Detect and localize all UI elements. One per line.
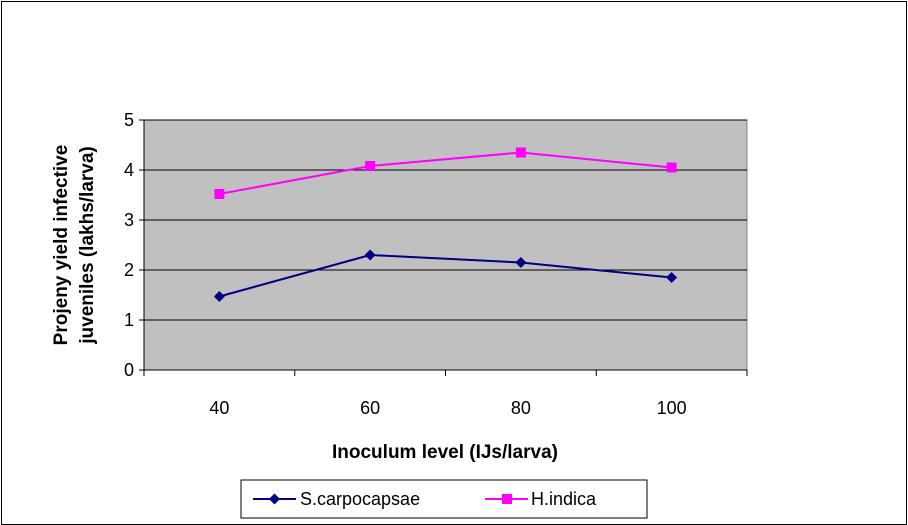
y-tick-label: 1 bbox=[124, 310, 134, 330]
plot-area bbox=[143, 119, 748, 371]
y-axis-title-line-2: juveniles (lakhs/larva) bbox=[77, 146, 98, 345]
x-axis-title: Inoculum level (IJs/larva) bbox=[332, 442, 558, 463]
legend-label-h-indica: H.indica bbox=[531, 489, 597, 509]
data-point-h-indica bbox=[214, 189, 225, 199]
gridlines bbox=[144, 119, 747, 321]
legend-box bbox=[240, 479, 648, 519]
y-tick-label: 0 bbox=[124, 360, 134, 380]
series-layer bbox=[213, 147, 678, 302]
series-s-carpocapsae bbox=[213, 249, 678, 302]
data-point-h-indica bbox=[365, 161, 376, 171]
series-line-h-indica bbox=[219, 151, 672, 195]
x-tick-label: 80 bbox=[511, 398, 531, 418]
y-tick-label: 5 bbox=[124, 110, 134, 130]
y-tick-label: 2 bbox=[124, 260, 134, 280]
y-axis-title-line-1: Projeny yield infective bbox=[51, 145, 72, 346]
data-point-h-indica bbox=[515, 147, 526, 158]
series-h-indica bbox=[214, 147, 677, 199]
legend-marker-s-carpocapsae bbox=[269, 493, 280, 505]
x-tick-label: 100 bbox=[657, 398, 687, 418]
data-point-h-indica bbox=[666, 162, 677, 173]
y-axis-title: Projeny yield infective juveniles (lakhs… bbox=[51, 145, 98, 346]
y-tick-label: 4 bbox=[124, 160, 134, 180]
legend-marker-h-indica bbox=[502, 494, 512, 504]
data-point-s-carpocapsae bbox=[666, 272, 678, 283]
y-tick-label: 3 bbox=[124, 210, 134, 230]
data-point-s-carpocapsae bbox=[515, 257, 527, 268]
legend: S.carpocapsae H.indica bbox=[240, 479, 648, 519]
data-point-s-carpocapsae bbox=[364, 249, 376, 261]
legend-label-s-carpocapsae: S.carpocapsae bbox=[300, 489, 420, 509]
x-tick-label: 40 bbox=[209, 398, 229, 418]
x-tick-label: 60 bbox=[360, 398, 380, 418]
axes bbox=[139, 119, 748, 376]
data-point-s-carpocapsae bbox=[213, 291, 225, 302]
series-line-s-carpocapsae bbox=[219, 253, 672, 298]
y-tick-labels: 0 1 2 3 4 5 bbox=[124, 110, 134, 380]
x-tick-labels: 40 60 80 100 bbox=[209, 398, 686, 418]
